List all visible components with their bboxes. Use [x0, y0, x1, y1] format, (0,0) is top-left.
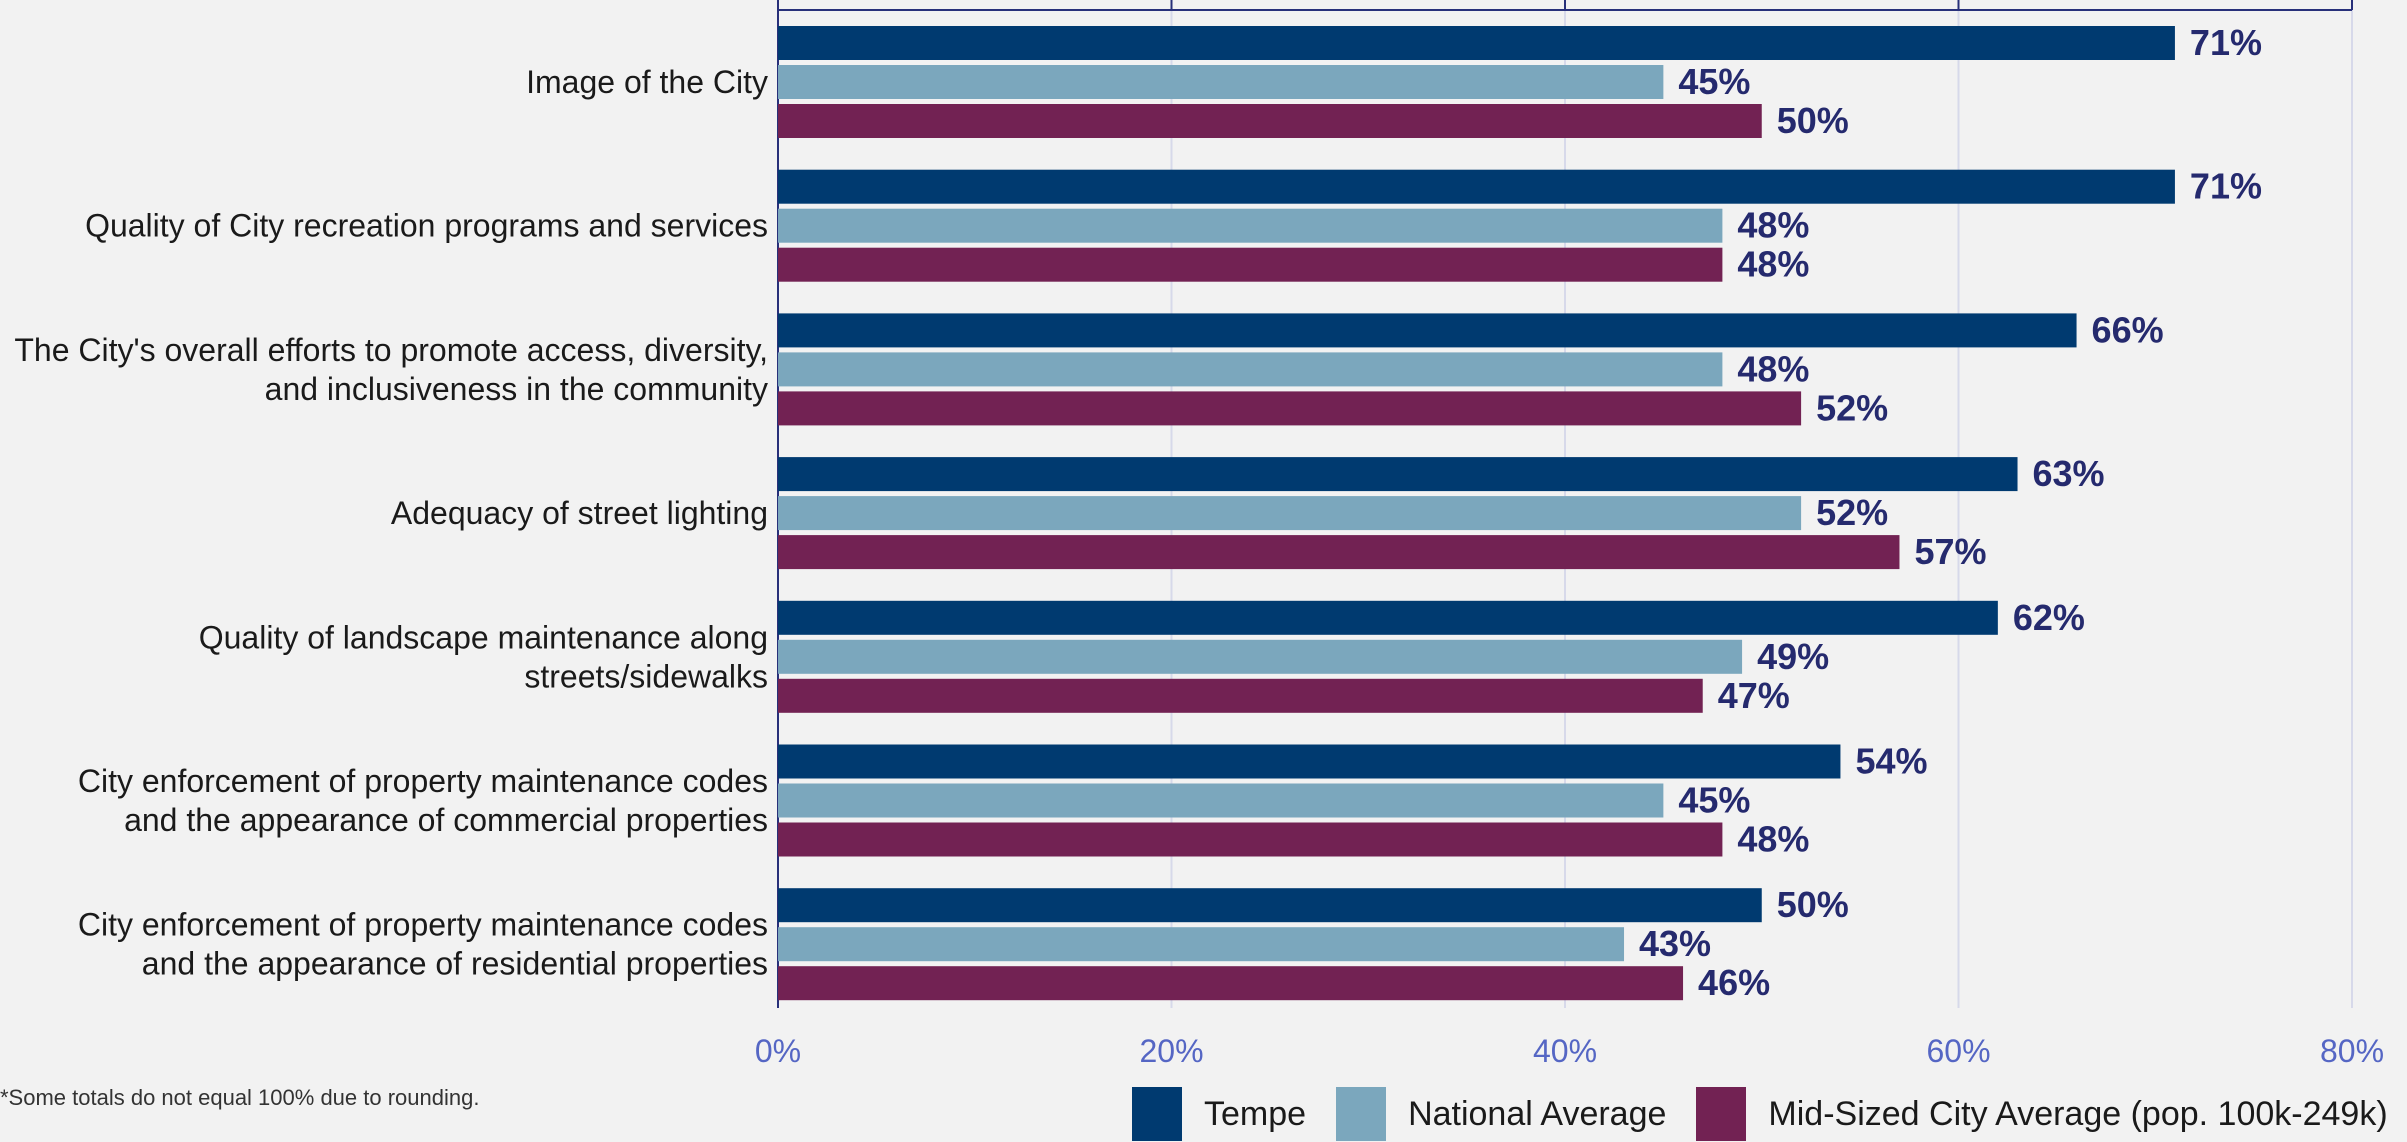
category-label: and the appearance of commercial propert… [124, 802, 768, 838]
data-label: 48% [1737, 348, 1809, 389]
x-tick-label: 20% [1139, 1033, 1203, 1069]
data-label: 52% [1816, 492, 1888, 533]
data-label: 48% [1737, 244, 1809, 285]
data-label: 47% [1718, 675, 1790, 716]
bar [778, 169, 2175, 204]
legend-swatch [1336, 1087, 1387, 1141]
category-label: The City's overall efforts to promote ac… [14, 332, 768, 368]
bar [778, 888, 1762, 923]
bar [778, 744, 1841, 779]
data-label: 62% [2013, 597, 2085, 638]
bar [778, 457, 2018, 492]
x-tick-label: 60% [1926, 1033, 1990, 1069]
data-label: 48% [1737, 205, 1809, 246]
legend-label: Mid-Sized City Average (pop. 100k-249k) [1768, 1094, 2388, 1133]
bar [778, 247, 1723, 282]
data-label: 66% [2092, 309, 2164, 350]
bar [778, 678, 1703, 713]
legend: Tempe National Average Mid-Sized City Aver… [1132, 1086, 2407, 1142]
x-tick-label: 0% [755, 1033, 801, 1069]
data-label: 57% [1914, 531, 1986, 572]
category-label: City enforcement of property maintenance… [78, 763, 768, 799]
bar [778, 391, 1802, 426]
legend-item: National Average [1336, 1087, 1666, 1141]
bar [778, 26, 2175, 60]
data-label: 54% [1855, 741, 1927, 782]
data-label: 45% [1678, 61, 1750, 102]
data-label: 50% [1777, 100, 1849, 141]
data-label: 46% [1698, 962, 1770, 1003]
legend-item: Mid-Sized City Average (pop. 100k-249k) [1696, 1087, 2388, 1141]
data-label: 49% [1757, 636, 1829, 677]
bar [778, 822, 1723, 857]
footnote: *Some totals do not equal 100% due to ro… [0, 1085, 480, 1110]
bar [778, 783, 1664, 818]
bar [778, 639, 1743, 674]
data-label: 48% [1737, 819, 1809, 860]
data-label: 43% [1639, 923, 1711, 964]
bar [778, 535, 1900, 570]
category-label: Adequacy of street lighting [391, 495, 768, 531]
legend-swatch [1696, 1087, 1747, 1141]
data-label: 63% [2033, 453, 2105, 494]
bar [778, 927, 1625, 962]
bar [778, 352, 1723, 387]
x-tick-label: 40% [1533, 1033, 1597, 1069]
category-label: streets/sidewalks [524, 658, 768, 694]
bar [778, 65, 1664, 99]
category-label: and the appearance of residential proper… [142, 946, 768, 982]
category-label: and inclusiveness in the community [265, 371, 768, 407]
bar [778, 104, 1762, 138]
data-label: 52% [1816, 387, 1888, 428]
data-label: 50% [1777, 884, 1849, 925]
category-label: Quality of landscape maintenance along [199, 619, 768, 655]
data-label: 45% [1678, 780, 1750, 821]
data-label: 71% [2190, 166, 2262, 207]
legend-label: National Average [1408, 1094, 1667, 1133]
legend-item: Tempe [1132, 1087, 1306, 1141]
category-label: City enforcement of property maintenance… [78, 907, 768, 943]
legend-label: Tempe [1204, 1094, 1307, 1133]
legend-swatch [1132, 1087, 1182, 1141]
x-tick-label: 80% [2320, 1033, 2384, 1069]
bar [778, 208, 1723, 243]
category-label: Quality of City recreation programs and … [85, 208, 768, 244]
bar [778, 966, 1684, 1001]
category-label: Image of the City [526, 64, 768, 100]
bar [778, 600, 1998, 635]
bar [778, 313, 2077, 348]
bar [778, 496, 1802, 531]
data-label: 71% [2190, 22, 2262, 63]
